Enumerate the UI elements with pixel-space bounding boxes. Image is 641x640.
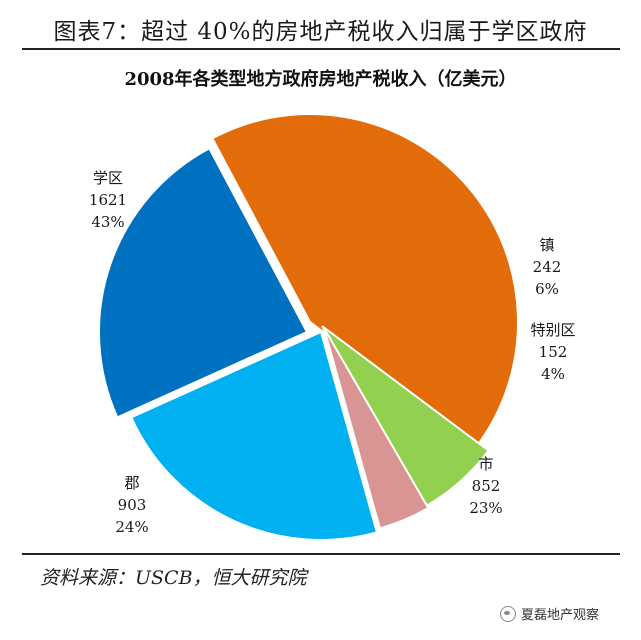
figure-title: 图表7：超过 40%的房地产税收入归属于学区政府 [53, 19, 588, 45]
slice-label-percent-4: 23% [469, 499, 502, 517]
pie-slice-3 [323, 327, 430, 530]
slice-label-value-1: 1621 [89, 191, 127, 209]
slice-label-name-4: 市 [478, 455, 493, 473]
wechat-icon [500, 605, 516, 622]
slice-label-value-2: 242 [533, 258, 562, 276]
pie-slice-1 [210, 113, 519, 448]
watermark: 夏磊地产观察 [500, 604, 599, 623]
slice-label-percent-2: 6% [535, 280, 559, 298]
slice-label-value-5: 903 [118, 496, 147, 514]
slice-label-name-5: 郡 [124, 474, 139, 492]
slice-label-name-2: 镇 [539, 236, 554, 254]
source-note: 资料来源：USCB，恒大研究院 [40, 567, 307, 589]
slice-label-value-3: 152 [539, 343, 568, 361]
slice-label-name-3: 特别区 [530, 321, 575, 339]
slice-label-name-1: 学区 [93, 169, 123, 187]
top-divider [22, 48, 620, 50]
slice-label-percent-5: 24% [115, 518, 148, 536]
bottom-divider [22, 553, 620, 555]
chart-title: 2008年各类型地方政府房地产税收入（亿美元） [124, 69, 517, 90]
watermark-text: 夏磊地产观察 [521, 608, 600, 623]
pie-slice-4 [129, 330, 379, 541]
pie-slice-5 [98, 146, 309, 419]
slice-label-percent-3: 4% [541, 365, 565, 383]
slice-label-percent-1: 43% [91, 213, 124, 231]
pie-chart: 学区 1621 43% 镇 242 6% 特别区 152 4% 市 852 23% 郡 903 24% [89, 113, 576, 541]
slice-label-value-4: 852 [472, 477, 501, 495]
